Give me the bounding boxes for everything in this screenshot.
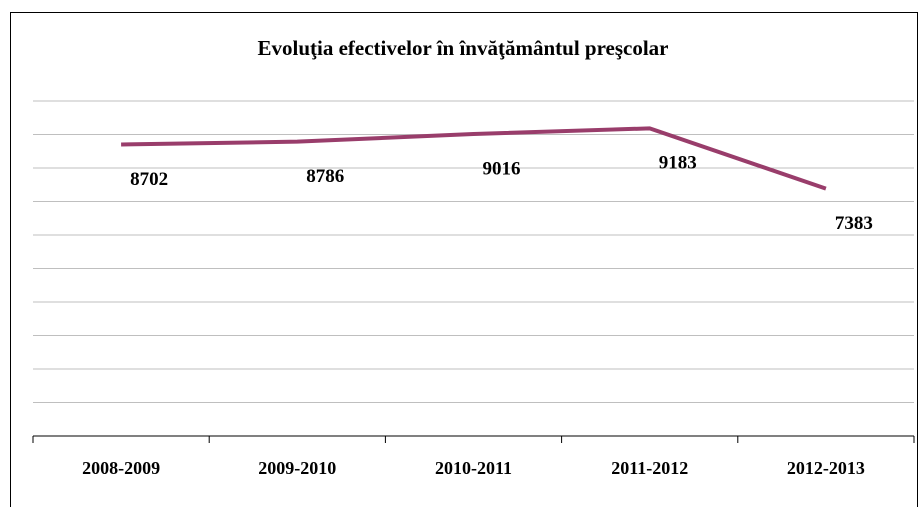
chart-title: Evoluţia efectivelor în învăţământul pre… <box>257 36 668 60</box>
data-label: 9016 <box>483 158 521 179</box>
data-label: 8786 <box>306 166 344 187</box>
x-tick-label: 2010-2011 <box>435 458 512 478</box>
line <box>121 126 827 191</box>
x-tick-label: 2011-2012 <box>611 458 688 478</box>
data-label: 8702 <box>130 169 168 190</box>
x-tick-label: 2012-2013 <box>787 458 865 478</box>
data-label: 7383 <box>835 213 873 234</box>
chart-frame <box>10 12 918 507</box>
x-tick-label: 2008-2009 <box>82 458 160 478</box>
x-tick-label: 2009-2010 <box>258 458 336 478</box>
data-label: 9183 <box>659 153 697 174</box>
